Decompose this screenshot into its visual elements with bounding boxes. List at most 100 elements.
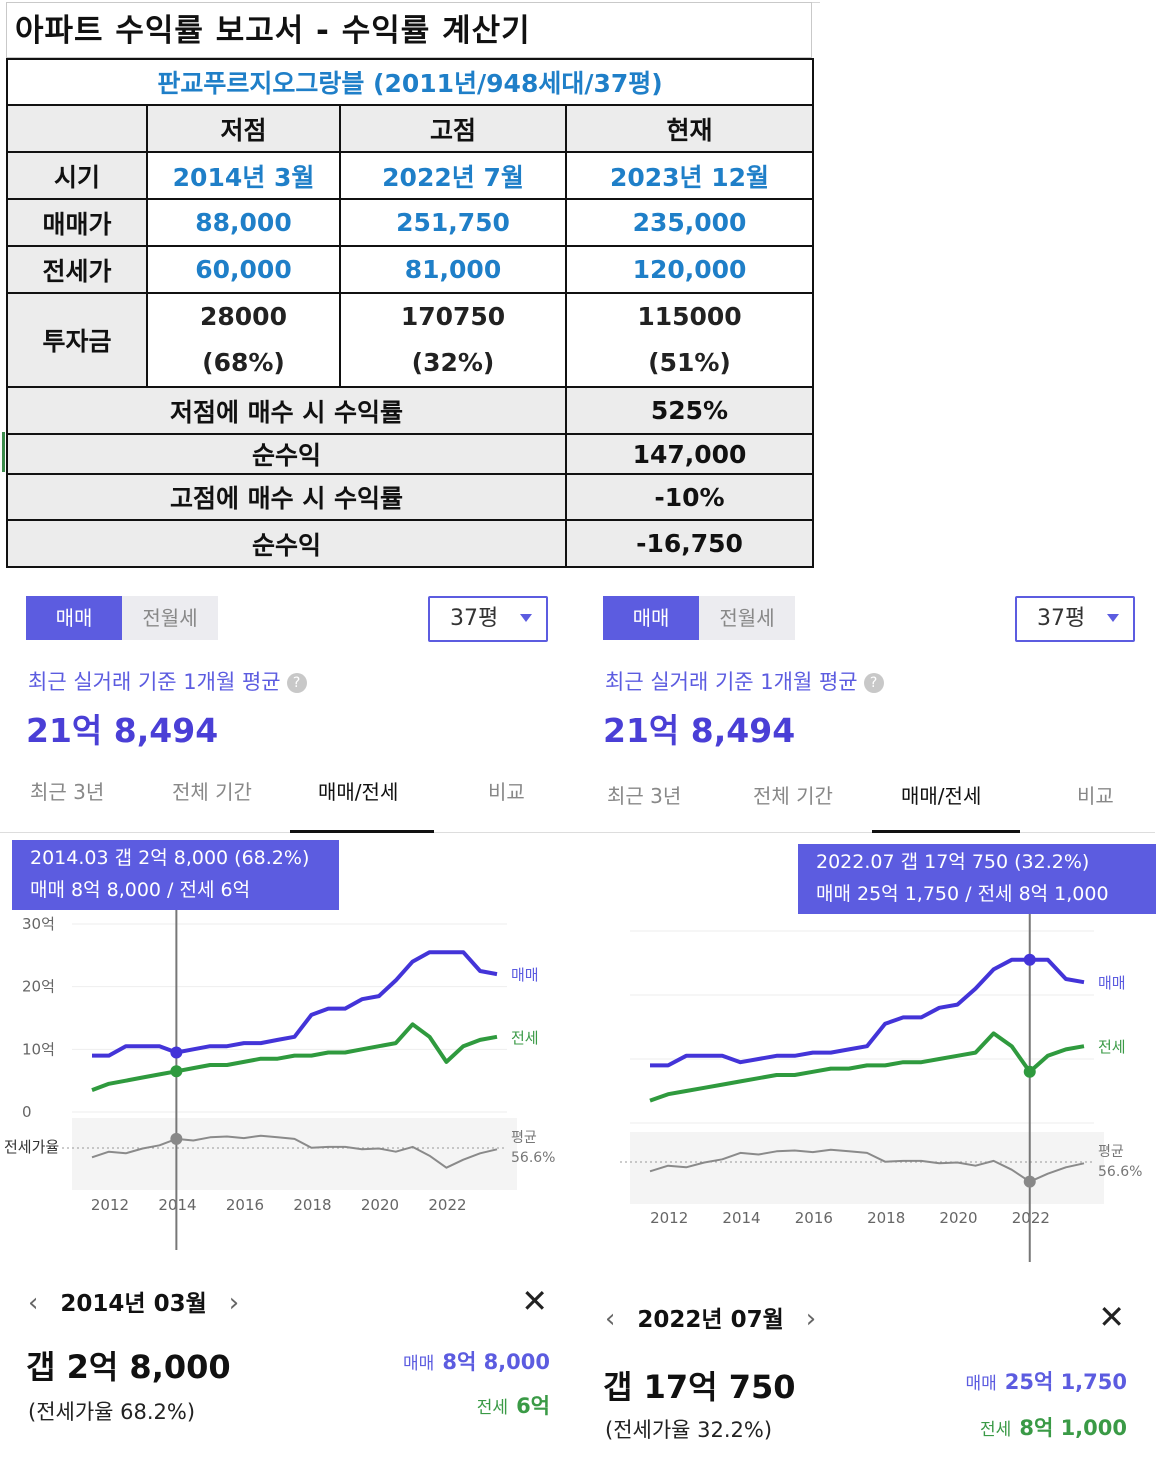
jeonse-focus-point [1023,1065,1036,1078]
size-select-value: 37평 [450,606,499,631]
chart-tooltip: 2014.03 갭 2억 8,000 (68.2%) 매매 8억 8,000 /… [12,840,339,910]
header-now: 현재 [565,104,814,153]
invest-now-pct: (51%) [648,348,731,377]
x-tick-label: 2018 [293,1196,331,1214]
avg-label: 최근 실거래 기준 1개월 평균? [605,666,884,696]
size-select[interactable]: 37평 [428,596,548,642]
jeonse-ratio: (전세가율 32.2%) [605,1418,773,1442]
sheet-gridline [812,2,820,3]
summary-label-high-profit: 순수익 [6,519,567,568]
summary-label-high-return: 고점에 매수 시 수익률 [6,473,567,521]
header-high: 고점 [339,104,567,153]
avg-ratio-label: 평균 [511,1130,537,1146]
price-app-left: 매매 전월세 37평 최근 실거래 기준 1개월 평균? 21억 8,494 최… [0,574,578,1461]
detail-sale-value: 25억 1,750 [1004,1370,1127,1394]
size-select[interactable]: 37평 [1015,596,1135,642]
deal-type-toggle[interactable]: 매매 전월세 [603,596,795,640]
invest-high-pct: (32%) [411,348,495,377]
help-icon[interactable]: ? [286,673,307,693]
tab-all-period[interactable]: 전체 기간 [753,784,833,808]
y-tick-label: 30억 [22,915,55,933]
tab-all-period[interactable]: 전체 기간 [172,780,252,804]
row-label-sale: 매매가 [6,198,148,247]
deal-type-toggle[interactable]: 매매 전월세 [26,596,218,640]
close-icon[interactable]: ✕ [1098,1298,1125,1336]
cell-invest-high: 170750 (32%) [339,292,567,388]
invest-low-pct: (68%) [202,348,285,377]
tab-sale[interactable]: 매매 [26,596,122,640]
tab-sale-jeonse[interactable]: 매매/전세 [318,780,399,804]
cell-sale-high: 251,750 [339,198,567,247]
ratio-focus-point [1023,1175,1036,1188]
tab-sale-jeonse[interactable]: 매매/전세 [901,784,982,808]
row-label-jeonse: 전세가 [6,245,148,294]
tab-recent-3y[interactable]: 최근 3년 [607,784,682,808]
month-nav: ‹ 2014년 03월 › [28,1284,239,1318]
cell-jeonse-now: 120,000 [565,245,814,294]
detail-jeonse-value: 8억 1,000 [1019,1416,1127,1440]
tooltip-line-2: 매매 8억 8,000 / 전세 6억 [30,879,251,901]
sale-focus-point [170,1046,183,1059]
cell-invest-now: 115000 (51%) [565,292,814,388]
cell-jeonse-high: 81,000 [339,245,567,294]
detail-sale: 매매 25억 1,750 [965,1366,1127,1396]
cell-period-high: 2022년 7월 [339,151,567,200]
help-icon[interactable]: ? [863,673,884,693]
header-low: 저점 [146,104,341,153]
avg-label-text: 최근 실거래 기준 1개월 평균 [605,670,858,694]
avg-ratio-value: 56.6% [511,1150,555,1166]
tab-sale[interactable]: 매매 [603,596,699,640]
summary-value-high-return: -10% [565,473,814,521]
detail-jeonse: 전세 6억 [477,1390,550,1420]
prev-month-icon[interactable]: ‹ [28,1288,39,1318]
detail-jeonse-label: 전세 [476,1398,509,1418]
tab-recent-3y[interactable]: 최근 3년 [30,780,105,804]
gap-value: 갭 17억 750 [603,1368,796,1406]
invest-low-value: 28000 [200,302,287,331]
x-tick-label: 2020 [939,1209,977,1227]
price-chart[interactable]: 30억20억10억0전세가율평균56.6%2012201420162018202… [577,842,1155,1262]
month-nav: ‹ 2022년 07월 › [605,1300,816,1334]
jeonse-series-line [91,1022,498,1092]
x-tick-label: 2012 [650,1209,688,1227]
chart-tooltip: 2022.07 갭 17억 750 (32.2%) 매매 25억 1,750 /… [798,844,1156,914]
avg-label: 최근 실거래 기준 1개월 평균? [28,666,307,696]
detail-jeonse-label: 전세 [980,1420,1012,1440]
prev-month-icon[interactable]: ‹ [605,1304,616,1334]
x-tick-label: 2022 [1012,1209,1050,1227]
invest-now-value: 115000 [637,302,742,331]
price-app-right: 매매 전월세 37평 최근 실거래 기준 1개월 평균? 21억 8,494 최… [577,574,1156,1461]
ratio-series-line [649,1148,1085,1183]
avg-value: 21억 8,494 [26,711,219,750]
detail-sale-value: 8억 8,000 [442,1350,550,1374]
ratio-band [72,1118,517,1190]
ratio-series-line [91,1134,498,1169]
tab-rent[interactable]: 전월세 [719,606,775,630]
detail-jeonse-value: 6억 [516,1394,550,1418]
tab-rent[interactable]: 전월세 [142,606,198,630]
tab-compare[interactable]: 비교 [1077,784,1114,808]
jeonse-series-label: 전세 [1098,1038,1126,1056]
detail-month: 2014년 03월 [60,1291,207,1317]
tab-compare[interactable]: 비교 [488,780,525,804]
x-tick-label: 2018 [867,1209,905,1227]
cell-sale-low: 88,000 [146,198,341,247]
y-tick-label: 0 [22,1103,32,1121]
jeonse-focus-point [170,1065,183,1078]
report-title: 아파트 수익률 보고서 - 수익률 계산기 [6,2,812,58]
y-tick-label: 10억 [22,1040,55,1058]
close-icon[interactable]: ✕ [521,1282,548,1320]
next-month-icon[interactable]: › [228,1288,240,1318]
jeonse-ratio: (전세가율 68.2%) [28,1400,196,1424]
x-tick-label: 2016 [795,1209,833,1227]
sale-series-label: 매매 [1098,974,1126,992]
gap-value: 갭 2억 8,000 [26,1348,231,1386]
sale-series-line [92,950,498,1058]
avg-label-text: 최근 실거래 기준 1개월 평균 [28,670,281,694]
summary-label-low-return: 저점에 매수 시 수익률 [6,386,567,435]
detail-sale-label: 매매 [403,1354,435,1374]
next-month-icon[interactable]: › [805,1304,817,1334]
sheet-cell-marker [2,432,5,472]
cell-period-low: 2014년 3월 [146,151,341,200]
